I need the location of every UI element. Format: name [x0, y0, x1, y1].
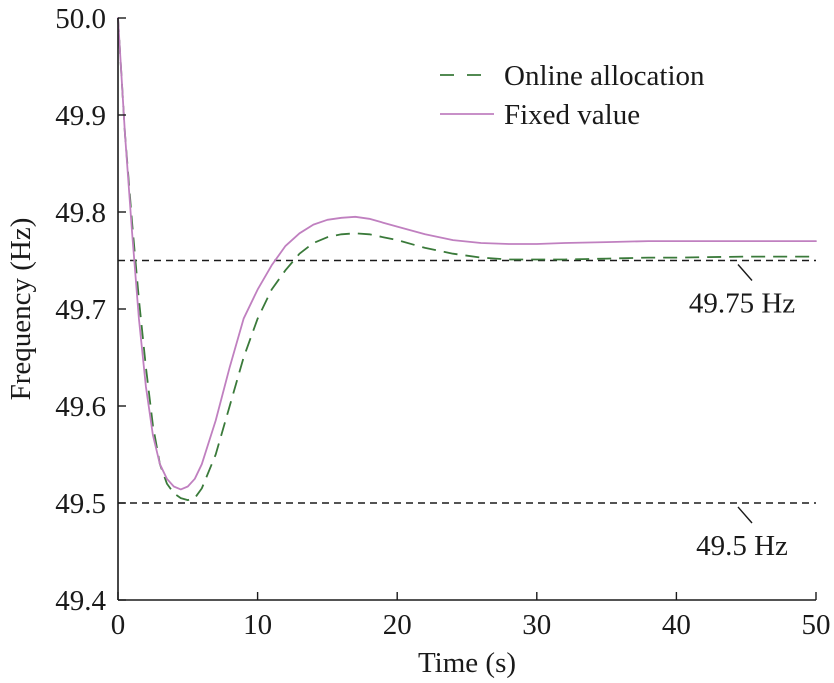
y-tick-label: 49.5: [55, 488, 106, 520]
x-axis-ticks: 0 10 20 30 40 50: [111, 592, 831, 641]
legend-label-online-allocation: Online allocation: [504, 60, 705, 92]
x-axis-title: Time (s): [418, 647, 516, 679]
y-tick-label: 49.4: [55, 585, 106, 617]
y-axis-ticks: 49.4 49.5 49.6 49.7 49.8 49.9 50.0: [55, 3, 126, 617]
series-line-online-allocation: [117, 17, 816, 502]
annotation-leader-49-75: [737, 264, 753, 281]
reference-lines: [118, 259, 816, 504]
x-tick-label: 30: [522, 609, 551, 641]
y-tick-label: 49.7: [55, 294, 106, 326]
legend: Online allocation Fixed value: [440, 60, 705, 131]
series-lines: [117, 17, 817, 502]
y-axis-title: Frequency (Hz): [5, 218, 37, 401]
x-tick-label: 50: [802, 609, 831, 641]
x-tick-label: 40: [662, 609, 691, 641]
x-tick-label: 0: [111, 609, 126, 641]
x-tick-label: 10: [243, 609, 272, 641]
annotations: 49.75 Hz 49.5 Hz: [689, 264, 795, 562]
y-tick-label: 49.6: [55, 391, 106, 423]
annotation-49-75-hz: 49.75 Hz: [689, 288, 795, 320]
legend-label-fixed-value: Fixed value: [504, 99, 640, 131]
annotation-49-5-hz: 49.5 Hz: [696, 530, 788, 562]
y-tick-label: 49.8: [55, 197, 106, 229]
series-line-fixed-value: [117, 17, 817, 491]
x-tick-label: 20: [383, 609, 412, 641]
annotation-leader-49-5: [737, 506, 753, 524]
y-tick-label: 50.0: [55, 3, 106, 35]
y-tick-label: 49.9: [55, 100, 106, 132]
